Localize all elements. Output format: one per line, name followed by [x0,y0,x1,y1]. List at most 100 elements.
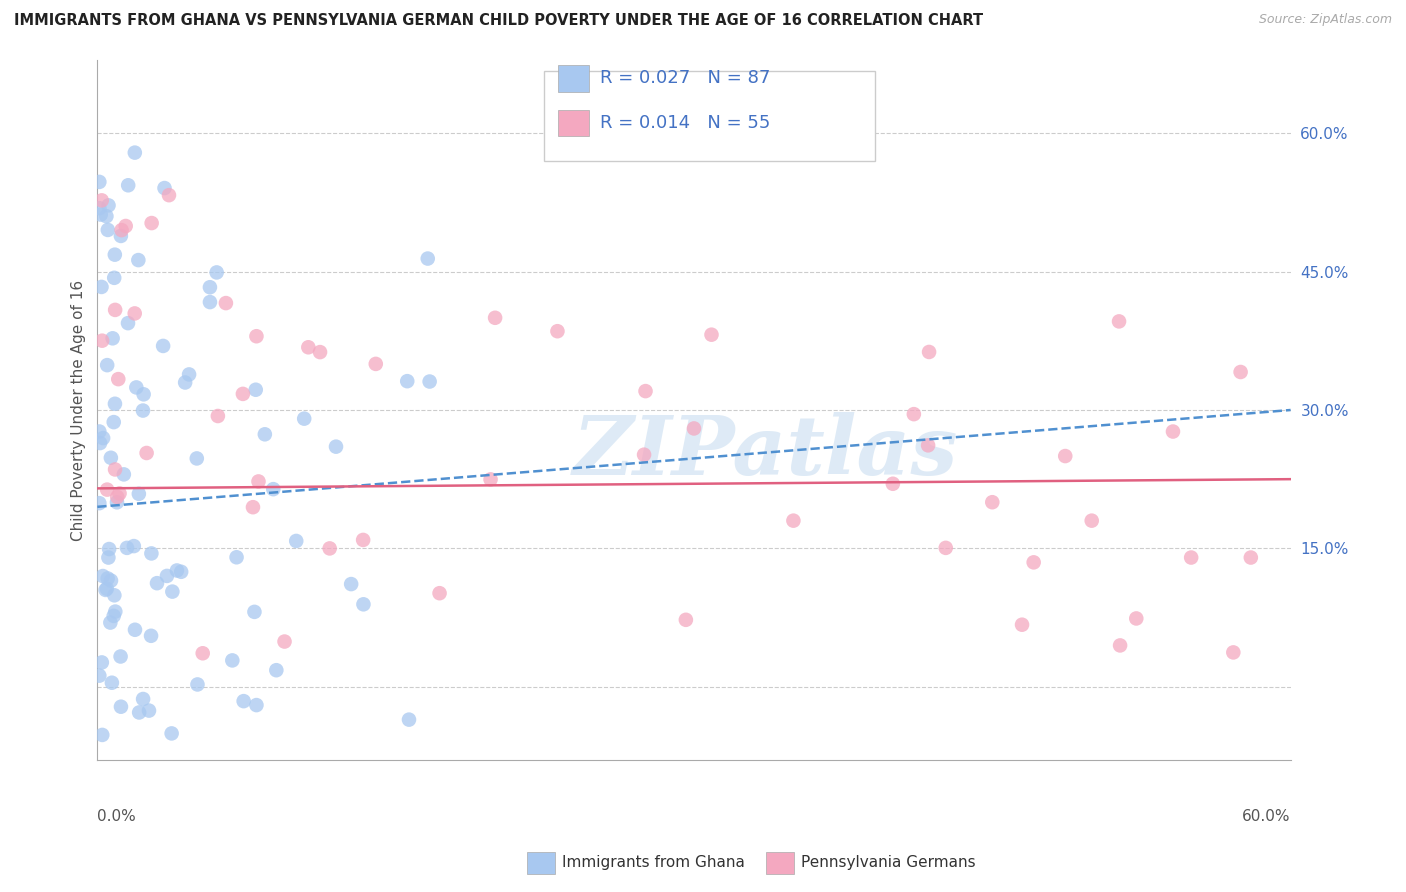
Point [232,387,254,401]
Text: Source: ZipAtlas.com: Source: ZipAtlas.com [1258,13,1392,27]
Point [153,181,176,195]
Point [1222,645,1244,659]
Point [112,467,135,482]
Text: R = 0.027   N = 87: R = 0.027 N = 87 [600,70,770,87]
Point [174,376,197,390]
Point [162,584,184,599]
Point [882,476,904,491]
Point [104,247,127,261]
Point [115,541,138,555]
Point [97,198,120,212]
Point [340,577,363,591]
Point [245,383,267,397]
Point [352,597,374,611]
Point [170,565,193,579]
Point [97,571,120,585]
Point [110,223,132,237]
Point [273,634,295,648]
Point [90,208,112,222]
Y-axis label: Child Poverty Under the Age of 16: Child Poverty Under the Age of 16 [72,279,86,541]
Point [132,387,155,401]
Point [186,677,208,691]
Point [221,653,243,667]
Point [141,216,163,230]
Point [96,209,118,223]
Point [89,496,111,510]
Text: Pennsylvania Germans: Pennsylvania Germans [801,855,976,870]
Point [91,569,114,583]
Point [309,345,332,359]
Point [124,623,146,637]
Point [146,576,169,591]
Text: ZIPatlas: ZIPatlas [572,412,959,492]
Point [96,582,118,596]
Point [96,358,118,372]
Text: 0.0%: 0.0% [97,809,136,824]
Point [110,229,132,244]
Point [101,331,124,345]
Point [105,495,128,509]
Point [152,339,174,353]
Point [186,451,208,466]
Point [1109,639,1132,653]
Point [89,175,111,189]
Point [253,427,276,442]
Point [198,295,221,310]
Point [245,698,267,712]
Point [633,448,655,462]
Point [1180,550,1202,565]
Point [266,663,288,677]
Point [97,223,120,237]
Point [700,327,723,342]
Point [128,487,150,501]
Point [1054,449,1077,463]
Point [110,699,132,714]
Point [160,726,183,740]
Point [132,692,155,706]
Point [128,706,150,720]
Point [479,472,502,486]
Point [903,407,925,421]
Point [103,415,125,429]
Point [89,668,111,682]
Point [215,296,238,310]
Point [110,649,132,664]
Point [297,340,319,354]
Point [1011,617,1033,632]
Point [1161,425,1184,439]
Point [318,541,340,556]
Point [124,306,146,320]
Point [104,397,127,411]
Point [1125,611,1147,625]
Point [89,425,111,439]
Point [90,280,112,294]
Point [125,380,148,394]
Text: IMMIGRANTS FROM GHANA VS PENNSYLVANIA GERMAN CHILD POVERTY UNDER THE AGE OF 16 C: IMMIGRANTS FROM GHANA VS PENNSYLVANIA GE… [14,13,983,29]
Point [139,629,162,643]
Point [156,569,179,583]
Point [247,475,270,489]
Point [104,302,127,317]
Point [205,265,228,279]
Point [105,490,128,504]
Point [1108,314,1130,328]
Point [416,252,439,266]
Point [98,542,121,557]
Point [89,436,111,450]
Point [207,409,229,423]
Text: 60.0%: 60.0% [1241,809,1291,824]
Point [683,421,706,435]
Point [292,411,315,425]
Point [108,486,131,500]
Point [98,615,121,630]
Point [1240,550,1263,565]
Point [935,541,957,555]
Point [232,694,254,708]
Point [127,253,149,268]
Point [97,550,120,565]
Text: R = 0.014   N = 55: R = 0.014 N = 55 [600,114,770,132]
Point [138,704,160,718]
Point [191,646,214,660]
Point [1080,514,1102,528]
Point [103,270,125,285]
